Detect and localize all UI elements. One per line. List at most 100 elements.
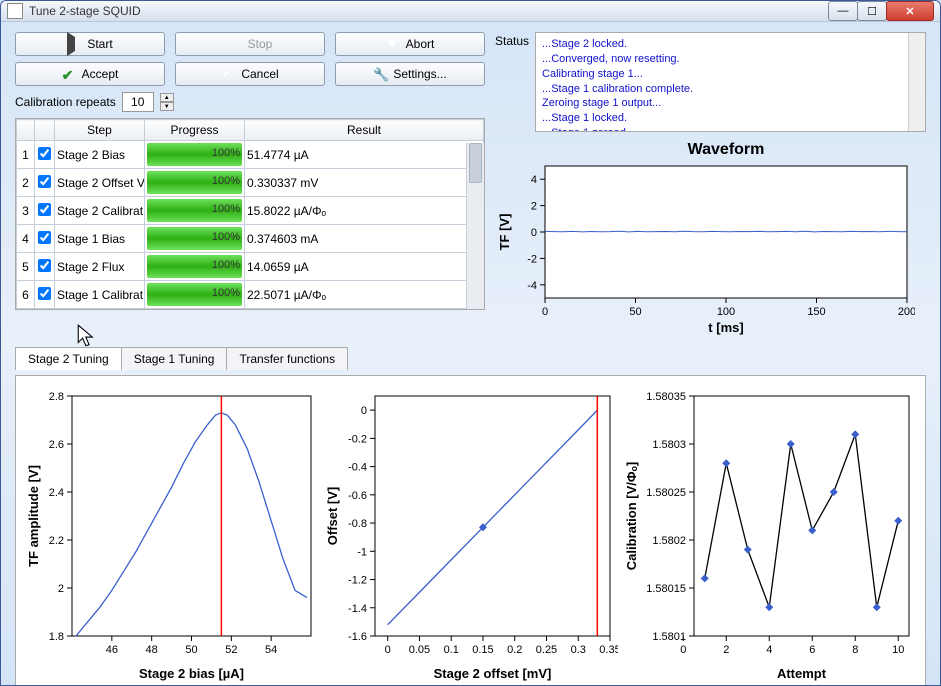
svg-text:2.6: 2.6 xyxy=(49,439,64,451)
settings-button[interactable]: 🔧Settings... xyxy=(335,62,485,86)
tab-stage-2-tuning[interactable]: Stage 2 Tuning xyxy=(15,347,122,370)
table-row[interactable]: 5 Stage 2 Flux 100% 14.0659 µA xyxy=(17,253,484,281)
col-step: Step xyxy=(55,120,145,141)
svg-text:1.5803: 1.5803 xyxy=(652,439,686,451)
svg-text:-1: -1 xyxy=(357,546,367,558)
row-progress: 100% xyxy=(145,281,245,309)
accept-button[interactable]: ✔Accept xyxy=(15,62,165,86)
svg-text:Stage 2 offset [mV]: Stage 2 offset [mV] xyxy=(434,666,552,681)
row-progress: 100% xyxy=(145,169,245,197)
start-label: Start xyxy=(87,37,112,51)
scrollbar-thumb[interactable] xyxy=(469,143,482,183)
svg-text:6: 6 xyxy=(809,644,815,656)
table-row[interactable]: 3 Stage 2 Calibrat 100% 15.8022 µA/Φₒ xyxy=(17,197,484,225)
calibration-repeats-input[interactable] xyxy=(122,92,154,112)
svg-text:2.8: 2.8 xyxy=(49,391,64,403)
svg-text:4: 4 xyxy=(766,644,772,656)
waveform-chart: Waveform050100150200-4-2024t [ms]TF [V] xyxy=(495,138,926,338)
titlebar[interactable]: Tune 2-stage SQUID — ☐ ✕ xyxy=(1,1,940,22)
svg-text:2: 2 xyxy=(723,644,729,656)
calibration-repeats-spinner[interactable]: ▲▼ xyxy=(160,93,174,111)
svg-text:0: 0 xyxy=(361,405,367,417)
minimize-button[interactable]: — xyxy=(828,1,858,21)
svg-text:0: 0 xyxy=(385,644,391,656)
svg-text:t [ms]: t [ms] xyxy=(708,320,743,335)
svg-text:4: 4 xyxy=(531,174,537,186)
svg-text:2.2: 2.2 xyxy=(49,535,64,547)
row-progress: 100% xyxy=(145,225,245,253)
svg-text:-4: -4 xyxy=(527,280,537,292)
row-number: 1 xyxy=(17,141,35,169)
charts-panel: 46485052541.822.22.42.62.8Stage 2 bias [… xyxy=(15,375,926,686)
check-icon: ✔ xyxy=(62,67,76,81)
svg-text:0.05: 0.05 xyxy=(409,644,430,656)
row-result: 22.5071 µA/Φₒ xyxy=(245,281,484,309)
table-row[interactable]: 2 Stage 2 Offset V 100% 0.330337 mV xyxy=(17,169,484,197)
calibration-repeats-label: Calibration repeats xyxy=(15,95,116,109)
table-scrollbar[interactable] xyxy=(466,143,484,309)
close-button[interactable]: ✕ xyxy=(886,1,934,21)
content-area: Start Stop Abort ✔Accept Cancel 🔧Setting… xyxy=(1,22,940,686)
row-checkbox[interactable] xyxy=(38,287,51,300)
status-scrollbar[interactable] xyxy=(908,33,925,131)
svg-text:Waveform: Waveform xyxy=(688,141,765,158)
svg-text:0.15: 0.15 xyxy=(472,644,493,656)
row-result: 51.4774 µA xyxy=(245,141,484,169)
maximize-button[interactable]: ☐ xyxy=(857,1,887,21)
chart-calibration-attempt: 02468101.58011.580151.58021.580251.58031… xyxy=(622,384,917,684)
play-icon xyxy=(67,32,75,56)
svg-text:1.58035: 1.58035 xyxy=(646,391,686,403)
svg-text:200: 200 xyxy=(898,306,915,318)
row-step-name: Stage 2 Offset V xyxy=(55,169,145,197)
row-checkbox[interactable] xyxy=(38,203,51,216)
svg-text:54: 54 xyxy=(265,644,277,656)
row-result: 15.8022 µA/Φₒ xyxy=(245,197,484,225)
svg-text:Calibration [V/Φₒ]: Calibration [V/Φₒ] xyxy=(624,462,639,570)
row-step-name: Stage 1 Bias xyxy=(55,225,145,253)
svg-text:-1.2: -1.2 xyxy=(348,575,367,587)
row-number: 2 xyxy=(17,169,35,197)
row-step-name: Stage 2 Calibrat xyxy=(55,197,145,225)
svg-text:50: 50 xyxy=(185,644,197,656)
svg-text:8: 8 xyxy=(852,644,858,656)
svg-text:52: 52 xyxy=(225,644,237,656)
window-title: Tune 2-stage SQUID xyxy=(29,4,828,18)
row-checkbox[interactable] xyxy=(38,259,51,272)
stop-button: Stop xyxy=(175,32,325,56)
row-checkbox[interactable] xyxy=(38,147,51,160)
start-button[interactable]: Start xyxy=(15,32,165,56)
row-number: 4 xyxy=(17,225,35,253)
stop-label: Stop xyxy=(248,37,273,51)
tab-transfer-functions[interactable]: Transfer functions xyxy=(226,347,348,370)
svg-text:2.4: 2.4 xyxy=(49,487,64,499)
tab-stage-1-tuning[interactable]: Stage 1 Tuning xyxy=(121,347,228,370)
cursor-icon xyxy=(75,323,101,349)
row-step-name: Stage 1 Calibrat xyxy=(55,281,145,309)
status-textbox[interactable]: ...Stage 2 locked....Converged, now rese… xyxy=(535,32,926,132)
svg-text:1.8: 1.8 xyxy=(49,631,64,643)
table-row[interactable]: 1 Stage 2 Bias 100% 51.4774 µA xyxy=(17,141,484,169)
svg-text:-0.4: -0.4 xyxy=(348,462,367,474)
row-checkbox[interactable] xyxy=(38,231,51,244)
spin-down-button[interactable]: ▼ xyxy=(160,102,174,111)
table-row[interactable]: 6 Stage 1 Calibrat 100% 22.5071 µA/Φₒ xyxy=(17,281,484,309)
svg-text:-0.8: -0.8 xyxy=(348,518,367,530)
app-window: Tune 2-stage SQUID — ☐ ✕ Start Stop Abor… xyxy=(0,0,941,686)
svg-text:1.58025: 1.58025 xyxy=(646,487,686,499)
abort-button[interactable]: Abort xyxy=(335,32,485,56)
col-result: Result xyxy=(245,120,484,141)
svg-text:0: 0 xyxy=(542,306,548,318)
tab-bar: Stage 2 TuningStage 1 TuningTransfer fun… xyxy=(15,346,926,369)
cancel-button[interactable]: Cancel xyxy=(175,62,325,86)
svg-text:1.5801: 1.5801 xyxy=(652,631,686,643)
row-step-name: Stage 2 Bias xyxy=(55,141,145,169)
row-result: 14.0659 µA xyxy=(245,253,484,281)
row-progress: 100% xyxy=(145,141,245,169)
svg-text:0.35: 0.35 xyxy=(599,644,618,656)
table-row[interactable]: 4 Stage 1 Bias 100% 0.374603 mA xyxy=(17,225,484,253)
steps-table: Step Progress Result 1 Stage 2 Bias 100%… xyxy=(15,118,485,310)
settings-label: Settings... xyxy=(393,67,446,81)
row-checkbox[interactable] xyxy=(38,175,51,188)
row-result: 0.330337 mV xyxy=(245,169,484,197)
spin-up-button[interactable]: ▲ xyxy=(160,93,174,102)
